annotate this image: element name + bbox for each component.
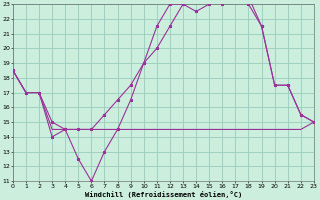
X-axis label: Windchill (Refroidissement éolien,°C): Windchill (Refroidissement éolien,°C) bbox=[85, 191, 242, 198]
